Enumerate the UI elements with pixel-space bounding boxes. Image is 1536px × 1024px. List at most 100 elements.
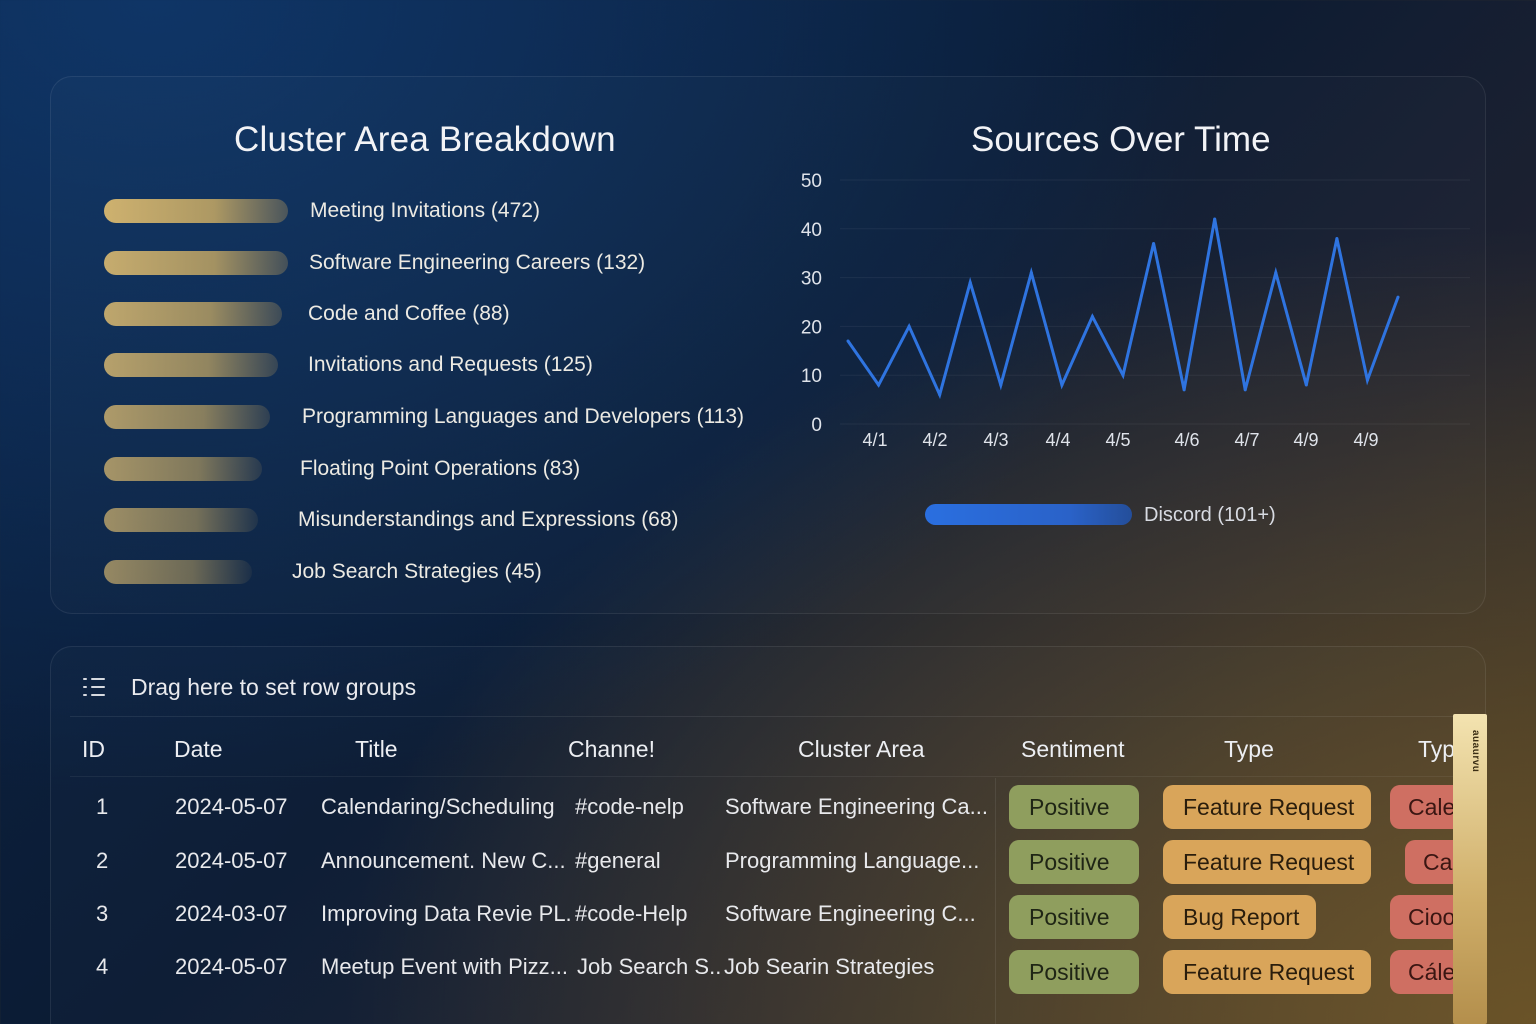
cluster-bar: [104, 405, 270, 429]
data-point[interactable]: [1090, 315, 1094, 319]
column-header-sentiment[interactable]: Sentiment: [1021, 736, 1125, 762]
x-tick-label: 4/5: [1105, 430, 1130, 450]
sentiment-badge: Positive: [1009, 895, 1139, 939]
list-icon: [83, 678, 105, 696]
charts-panel: [50, 76, 1486, 614]
cluster-bar: [104, 508, 258, 532]
header-divider: [70, 776, 1470, 777]
x-tick-label: 4/3: [983, 430, 1008, 450]
cell-channel: #general: [575, 848, 661, 873]
data-point[interactable]: [1060, 383, 1064, 387]
data-point[interactable]: [1304, 383, 1308, 387]
row-group-placeholder: Drag here to set row groups: [131, 674, 417, 700]
cluster-label: Misunderstandings and Expressions (68): [298, 508, 679, 531]
x-tick-label: 4/1: [862, 430, 887, 450]
data-point[interactable]: [1213, 217, 1217, 221]
sources-line-chart: 0 10 20 30 40 50 4/1 4/2 4/3 4/4 4/5 4/6 4/7 4/9 4/9: [801, 171, 1470, 450]
data-point[interactable]: [1335, 237, 1339, 241]
column-header-cluster-area[interactable]: Cluster Area: [798, 736, 925, 762]
data-point[interactable]: [1029, 271, 1033, 275]
data-point[interactable]: [1396, 295, 1400, 299]
cell-title: Improving Data Revie PL.: [321, 901, 572, 926]
data-point[interactable]: [968, 280, 972, 284]
cell-date: 2024-05-07: [175, 954, 288, 979]
x-tick-label: 4/7: [1234, 430, 1259, 450]
data-point[interactable]: [846, 339, 850, 343]
cluster-bar: [104, 457, 262, 481]
data-point[interactable]: [907, 324, 911, 328]
data-point[interactable]: [1121, 373, 1125, 377]
cluster-label: Meeting Invitations (472): [310, 199, 540, 222]
cluster-bar: [104, 251, 288, 275]
cell-date: 2024-05-07: [175, 794, 288, 819]
chart-title: Sources Over Time: [971, 120, 1271, 159]
column-header-type[interactable]: Type: [1224, 736, 1274, 762]
cell-cluster-area: Software Engineering Ca...: [725, 794, 988, 819]
cell-cluster-area: Programming Language...: [725, 848, 980, 873]
column-header-channel[interactable]: Channe!: [568, 736, 655, 762]
cluster-label: Invitations and Requests (125): [308, 353, 593, 376]
data-point[interactable]: [1243, 388, 1247, 392]
cluster-label: Floating Point Operations (83): [300, 457, 581, 480]
x-tick-label: 4/2: [922, 430, 947, 450]
y-tick-label: 20: [801, 317, 822, 338]
x-tick-label: 4/4: [1045, 430, 1070, 450]
cluster-label: Software Engineering Careers (132): [309, 251, 646, 274]
column-header-id[interactable]: ID: [82, 736, 105, 762]
data-point[interactable]: [938, 393, 942, 397]
scroll-handle[interactable]: auaurvu: [1453, 714, 1487, 1024]
cluster-bar: [104, 302, 282, 326]
cluster-label: Programming Languages and Developers (11…: [302, 405, 745, 428]
column-header-title[interactable]: Title: [355, 736, 398, 762]
series-line-discord[interactable]: [846, 218, 1400, 400]
data-point[interactable]: [1182, 388, 1186, 392]
cluster-label: Code and Coffee (88): [308, 302, 510, 325]
type-badge: Feature Request: [1163, 785, 1371, 829]
y-tick-label: 40: [801, 220, 822, 241]
type-badge-secondary: Cale: [1390, 785, 1453, 829]
cell-title: Calendaring/Scheduling: [321, 794, 555, 819]
y-tick-label: 10: [801, 366, 822, 387]
x-tick-label: 4/9: [1293, 430, 1318, 450]
cell-channel: Job Search S..: [577, 954, 722, 979]
y-tick-label: 30: [801, 269, 822, 290]
data-point[interactable]: [877, 383, 881, 387]
data-point[interactable]: [1365, 378, 1369, 382]
cell-id: 2: [96, 848, 109, 873]
y-tick-label: 0: [811, 415, 822, 436]
y-tick-label: 50: [801, 171, 822, 192]
type-badge-secondary: Cioo: [1390, 895, 1453, 939]
cell-title: Meetup Event with Pizz...: [321, 954, 568, 979]
cluster-bar: [104, 199, 288, 223]
cell-title: Announcement. New C...: [321, 848, 566, 873]
cluster-label: Job Search Strategies (45): [292, 560, 542, 583]
cell-date: 2024-05-07: [175, 848, 288, 873]
sentiment-badge: Positive: [1009, 840, 1139, 884]
sentiment-badge: Positive: [1009, 785, 1139, 829]
data-point[interactable]: [999, 383, 1003, 387]
cell-channel: #code-Help: [575, 901, 688, 926]
cell-cluster-area: Software Engineering C...: [725, 901, 976, 926]
data-point[interactable]: [1152, 241, 1156, 245]
x-tick-label: 4/9: [1353, 430, 1378, 450]
data-point[interactable]: [1274, 271, 1278, 275]
cluster-bar: [104, 353, 278, 377]
type-badge: Feature Request: [1163, 950, 1371, 994]
type-badge: Feature Request: [1163, 840, 1371, 884]
cell-cluster-area: Job Searin Strategies: [724, 954, 935, 979]
type-badge: Bug Report: [1163, 895, 1316, 939]
scroll-handle-label: auaurvu: [1470, 730, 1481, 773]
cell-id: 3: [96, 901, 109, 926]
legend-swatch-discord: [925, 504, 1132, 525]
cluster-bar: [104, 560, 252, 584]
x-tick-label: 4/6: [1174, 430, 1199, 450]
column-divider: [995, 778, 996, 1024]
legend-label-discord: Discord (101+): [1144, 504, 1276, 526]
cell-date: 2024-03-07: [175, 901, 288, 926]
cell-channel: #code-nelp: [575, 794, 684, 819]
divider: [70, 716, 1470, 717]
column-header-type-2[interactable]: Typ: [1418, 736, 1453, 762]
column-header-date[interactable]: Date: [174, 736, 223, 762]
type-badge-secondary: Ca: [1405, 840, 1453, 884]
sentiment-badge: Positive: [1009, 950, 1139, 994]
